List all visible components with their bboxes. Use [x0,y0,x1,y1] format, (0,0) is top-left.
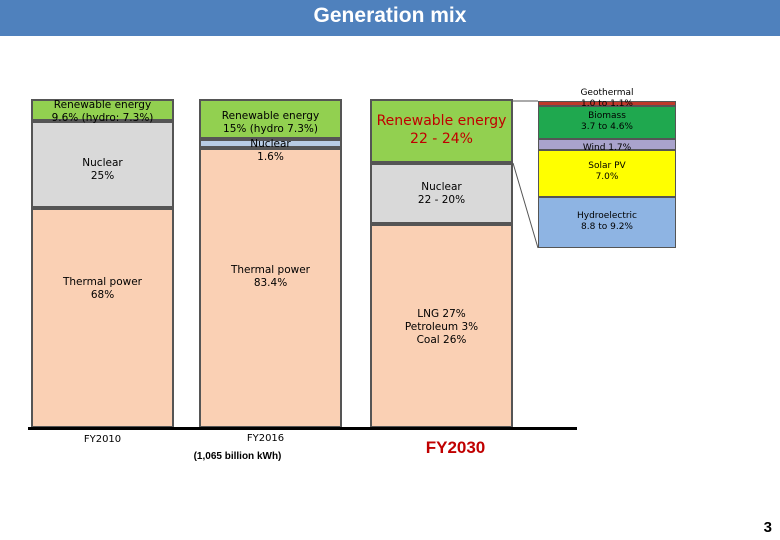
fy2016-total-label: (1,065 billion kWh) [193,451,282,462]
fy2030-thermal-label: LNG 27% Petroleum 3% Coal 26% [404,308,479,346]
fy2030-nuclear-label: Nuclear 22 - 20% [417,181,466,206]
fy2030-renewable-label: Renewable energy 22 - 24% [376,113,507,147]
fy2010-renewable-bar [31,99,174,121]
fy2010-nuclear-label: Nuclear 25% [82,157,123,182]
biomass-bar [538,106,676,139]
geothermal-bar [538,101,676,106]
page-title: Generation mix [313,4,467,27]
category-label-fy2016: FY2016 [246,433,285,444]
geothermal-label: Geothermal 1.0 to 1.1% [580,88,634,109]
fy2016-thermal-bar [199,148,342,428]
fy2016-renewable-bar [199,99,342,139]
fy2030-nuclear-bar [370,163,513,224]
category-label-fy2030: FY2030 [425,438,486,457]
fy2010-nuclear-bar [31,121,174,208]
connector-bottom [512,162,539,249]
fy2010-renewable-label: Renewable energy 9.6% (hydro: 7.3%) [51,99,154,124]
solar-label: Solar PV 7.0% [588,161,626,182]
hydro-label: Hydroelectric 8.8 to 9.2% [576,211,638,232]
x-axis-baseline [28,427,577,430]
page-number: 3 [763,519,772,536]
fy2016-renewable-label: Renewable energy 15% (hydro 7.3%) [221,110,320,135]
wind-bar [538,139,676,150]
hydro-bar [538,197,676,248]
category-label-fy2010: FY2010 [83,434,122,445]
biomass-label: Biomass 3.7 to 4.6% [581,111,633,132]
wind-label: Wind 1.7% [582,143,632,153]
fy2010-thermal-bar [31,208,174,428]
fy2010-thermal-label: Thermal power 68% [62,276,143,301]
solar-bar [538,150,676,197]
title-bar [0,0,780,36]
fy2016-nuclear-label: Nuclear 1.6% [250,138,291,163]
fy2016-thermal-label: Thermal power 83.4% [230,264,311,289]
fy2016-nuclear-bar [199,139,342,148]
fy2030-renewable-bar [370,99,513,163]
